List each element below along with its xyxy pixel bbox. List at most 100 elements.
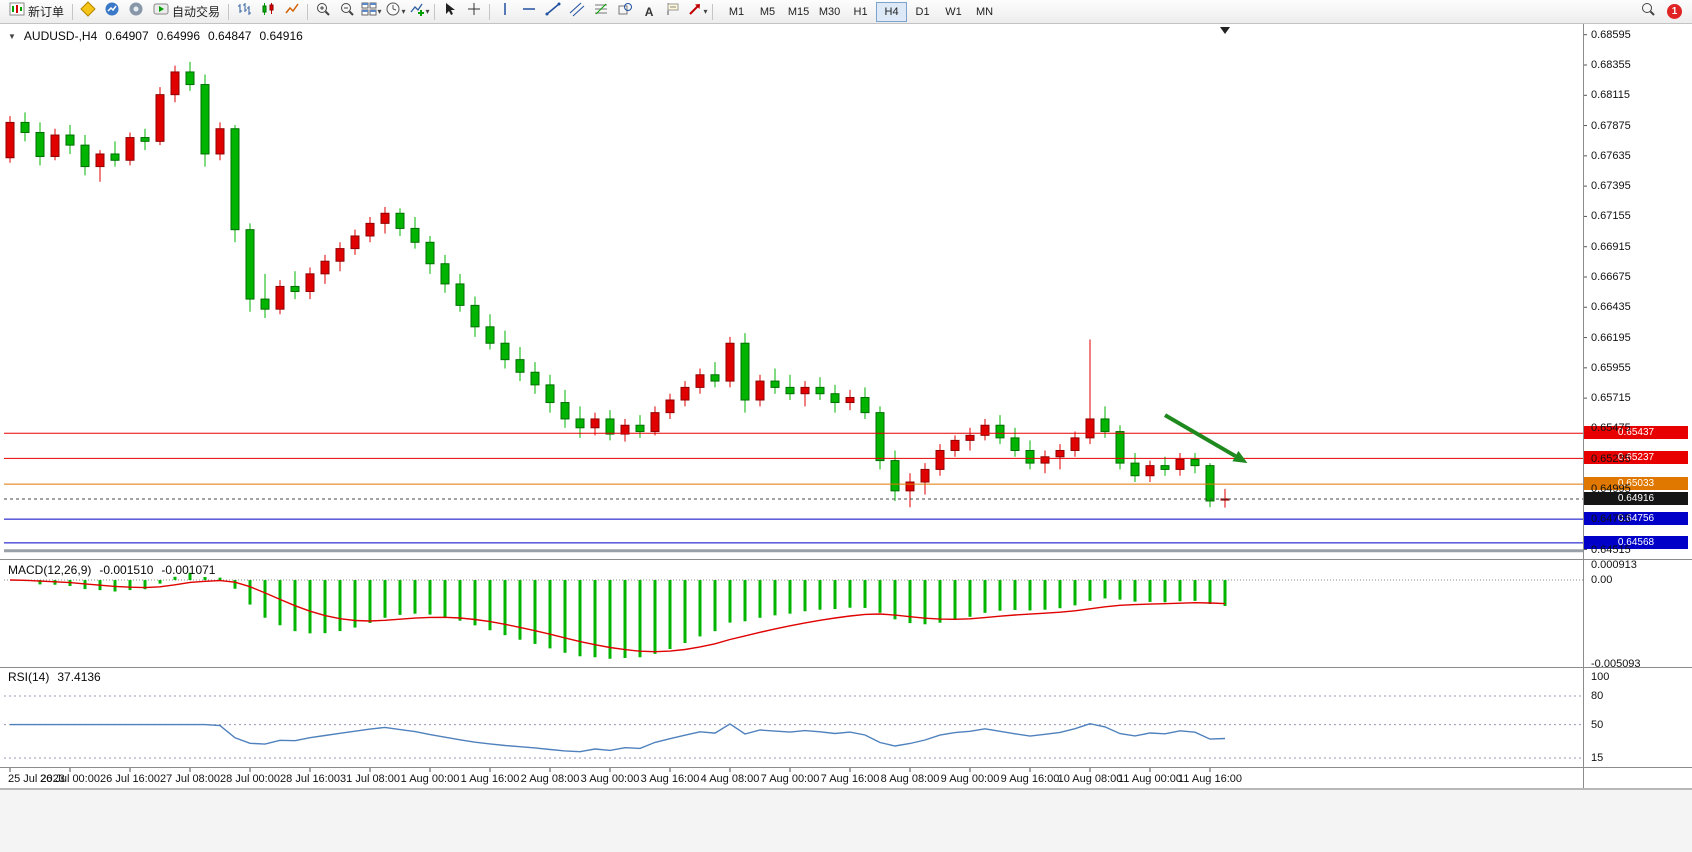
candle-body xyxy=(1205,465,1215,502)
timeframe-button-h4[interactable]: H4 xyxy=(876,1,908,22)
toolbar-separator xyxy=(307,3,309,20)
candle-body xyxy=(95,153,105,168)
cursor-tool-button[interactable] xyxy=(438,1,462,23)
chevron-down-icon: ▾ xyxy=(377,7,382,16)
period-clock-button[interactable]: ▾ xyxy=(383,1,407,23)
arrows-tool-button[interactable]: ▾ xyxy=(685,1,709,23)
line-chart-mode-button[interactable] xyxy=(280,1,304,23)
macd-signal-line xyxy=(9,579,1226,653)
toolbar-separator xyxy=(712,3,714,20)
rsi-indicator-label: RSI(14) 37.4136 xyxy=(8,670,101,684)
candle-body xyxy=(170,71,180,96)
channel-tool-button[interactable] xyxy=(565,1,589,23)
candle-body xyxy=(470,304,480,328)
ohlc-open: 0.64907 xyxy=(105,29,149,43)
candle-body xyxy=(425,241,435,265)
trendline-tool-button[interactable] xyxy=(541,1,565,23)
candle-body xyxy=(215,128,225,155)
line-chart-icon xyxy=(284,1,300,22)
timeframe-button-d1[interactable]: D1 xyxy=(915,5,930,18)
candle-body xyxy=(35,132,45,157)
collapse-triangle-icon[interactable]: ▼ xyxy=(8,31,16,41)
candle-body xyxy=(155,94,165,142)
candle-body xyxy=(695,374,705,388)
candle-body xyxy=(500,342,510,361)
ohlc-high: 0.64996 xyxy=(156,29,201,43)
rsi-line xyxy=(10,722,1226,753)
candle-body xyxy=(770,380,780,388)
data-window-button[interactable] xyxy=(124,1,148,23)
candle-body xyxy=(545,384,555,404)
zoom-out-button[interactable] xyxy=(335,1,359,23)
tile-windows-button[interactable]: ▾ xyxy=(359,1,383,23)
timeframe-button-h1[interactable]: H1 xyxy=(853,5,868,18)
channel-icon xyxy=(569,1,585,22)
candle-body xyxy=(530,371,540,386)
chart-symbol-timeframe: AUDUSD-,H4 xyxy=(23,29,98,43)
horizontal-line-tool-button[interactable] xyxy=(517,1,541,23)
search-button[interactable] xyxy=(1636,1,1660,23)
candle-body xyxy=(410,227,420,243)
indicators-icon xyxy=(409,1,425,22)
auto-trading-button[interactable]: 自动交易 xyxy=(148,1,225,23)
crosshair-tool-button[interactable] xyxy=(462,1,486,23)
candle-body xyxy=(950,439,960,451)
candle-body xyxy=(260,298,270,310)
candle-body xyxy=(905,481,915,492)
candle-body xyxy=(1160,465,1170,470)
profiles-button[interactable] xyxy=(76,1,100,23)
toolbar-separator xyxy=(228,3,230,20)
candle-body xyxy=(275,285,285,310)
candle-body xyxy=(440,263,450,285)
new-order-button[interactable]: 新订单 xyxy=(4,1,69,23)
candle-body xyxy=(590,418,600,429)
market-watch-button[interactable] xyxy=(100,1,124,23)
candlestick-mode-button[interactable] xyxy=(256,1,280,23)
candle-body xyxy=(830,393,840,404)
toolbar-separator xyxy=(72,3,74,20)
candle-body xyxy=(80,144,90,168)
toolbar: 新订单 自动交易 ▾ ▾ ▾ A ▾ M1 M5 M15 M30 H1 H4 xyxy=(0,0,1692,24)
status-strip xyxy=(0,789,1692,852)
timeframe-button-mn[interactable]: MN xyxy=(975,5,994,18)
macd-signal-value: -0.001071 xyxy=(161,563,216,577)
annotation-arrowhead[interactable] xyxy=(1232,450,1248,464)
toolbar-separator xyxy=(434,3,436,20)
zoom-in-button[interactable] xyxy=(311,1,335,23)
candle-body xyxy=(1010,437,1020,451)
timeframe-button-w1[interactable]: W1 xyxy=(945,5,962,18)
bar-chart-mode-button[interactable] xyxy=(232,1,256,23)
timeframe-button-m15[interactable]: M15 xyxy=(787,5,810,18)
timeframe-button-m1[interactable]: M1 xyxy=(728,5,745,18)
candle-body xyxy=(485,326,495,344)
shapes-tool-button[interactable] xyxy=(613,1,637,23)
candle-body xyxy=(845,396,855,404)
text-label-tool-button[interactable] xyxy=(661,1,685,23)
crosshair-icon xyxy=(466,1,482,22)
candle-body xyxy=(380,212,390,224)
candle-body xyxy=(515,359,525,373)
candle-body xyxy=(185,71,195,86)
indicators-button[interactable]: ▾ xyxy=(407,1,431,23)
candle-body xyxy=(620,424,630,435)
vertical-line-tool-button[interactable] xyxy=(493,1,517,23)
chevron-down-icon: ▾ xyxy=(425,7,430,16)
text-tool-button[interactable]: A xyxy=(637,1,661,23)
macd-main-value: -0.001510 xyxy=(99,563,154,577)
notification-badge[interactable]: 1 xyxy=(1667,4,1682,19)
timeframe-button-m30[interactable]: M30 xyxy=(818,5,841,18)
candle-body xyxy=(605,418,615,435)
fibonacci-tool-button[interactable] xyxy=(589,1,613,23)
chart-info-line: ▼ AUDUSD-,H4 0.64907 0.64996 0.64847 0.6… xyxy=(8,29,303,43)
annotation-arrow[interactable] xyxy=(1163,413,1237,458)
candle-body xyxy=(365,222,375,237)
timeframe-button-m5[interactable]: M5 xyxy=(759,5,776,18)
timeframe-button-group: M1 M5 M15 M30 H1 H4 D1 W1 MN xyxy=(721,1,1000,22)
zoom-in-icon xyxy=(315,1,331,22)
shapes-icon xyxy=(617,1,633,22)
candle-body xyxy=(800,386,810,395)
new-order-icon xyxy=(9,1,25,22)
candle-body xyxy=(560,402,570,420)
